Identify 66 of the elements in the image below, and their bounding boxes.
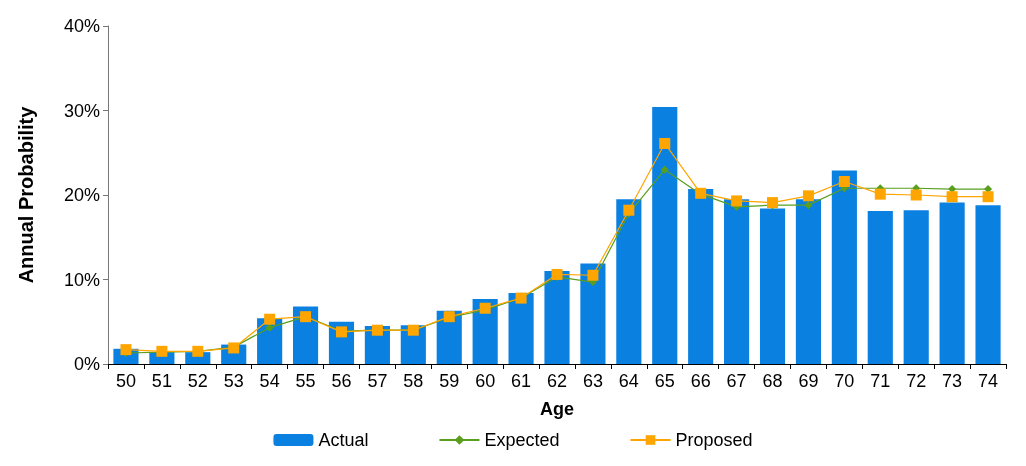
bar [652, 107, 678, 364]
bar [795, 199, 822, 364]
bar [580, 263, 606, 364]
x-tick-label: 55 [295, 371, 316, 391]
point [587, 269, 599, 281]
x-tick-label: 58 [403, 371, 424, 391]
bar [508, 293, 534, 364]
legend-label: Expected [484, 430, 560, 450]
bar [867, 211, 893, 364]
x-tick-label: 59 [439, 371, 460, 391]
x-tick-label: 72 [906, 371, 927, 391]
bar [724, 199, 750, 364]
bar [472, 298, 498, 364]
point [946, 191, 958, 203]
legend-label: Actual [318, 430, 369, 450]
legend-label: Proposed [675, 430, 753, 450]
x-tick-label: 69 [798, 371, 819, 391]
x-tick-label: 67 [726, 371, 747, 391]
point [982, 191, 994, 203]
point [802, 190, 814, 202]
bar [688, 189, 714, 364]
point [767, 197, 779, 209]
x-tick-label: 57 [367, 371, 388, 391]
x-tick-label: 56 [331, 371, 352, 391]
point [838, 175, 850, 187]
x-tick-label: 65 [654, 371, 675, 391]
y-tick-label: 20% [63, 185, 100, 205]
bar [903, 210, 929, 364]
x-tick-label: 64 [618, 371, 639, 391]
y-axis-title: Annual Probability [15, 105, 37, 284]
x-tick-label: 73 [942, 371, 963, 391]
y-tick-label: 10% [63, 269, 100, 290]
y-tick-label: 40% [63, 16, 100, 36]
x-tick-label: 51 [151, 371, 172, 391]
x-tick-label: 74 [978, 371, 999, 391]
y-tick-label: 0% [73, 354, 100, 374]
point [910, 189, 922, 201]
x-tick-label: 68 [762, 371, 783, 391]
point [265, 323, 274, 332]
x-tick-label: 62 [546, 371, 568, 391]
point [264, 313, 276, 325]
point [551, 268, 563, 280]
bar [616, 199, 642, 364]
bar [975, 205, 1001, 364]
x-tick-label: 52 [187, 371, 208, 391]
point [874, 188, 886, 200]
x-tick-label: 53 [223, 371, 244, 391]
x-tick-label: 66 [690, 371, 711, 391]
x-tick-label: 71 [870, 371, 891, 391]
x-tick-label: 63 [582, 371, 603, 391]
bar [939, 202, 965, 364]
bar [544, 271, 570, 364]
x-tick-label: 70 [834, 371, 855, 391]
x-axis-title: Age [539, 399, 575, 419]
x-tick-label: 54 [259, 371, 280, 391]
x-tick-label: 61 [511, 371, 532, 391]
x-tick-label: 60 [475, 371, 496, 391]
x-tick-label: 50 [115, 371, 136, 391]
bar [831, 170, 857, 364]
y-tick-label: 30% [63, 100, 100, 121]
point [660, 165, 669, 174]
point [623, 204, 635, 216]
point [731, 195, 743, 207]
point [659, 137, 671, 149]
point [804, 201, 813, 210]
bar [759, 208, 786, 364]
